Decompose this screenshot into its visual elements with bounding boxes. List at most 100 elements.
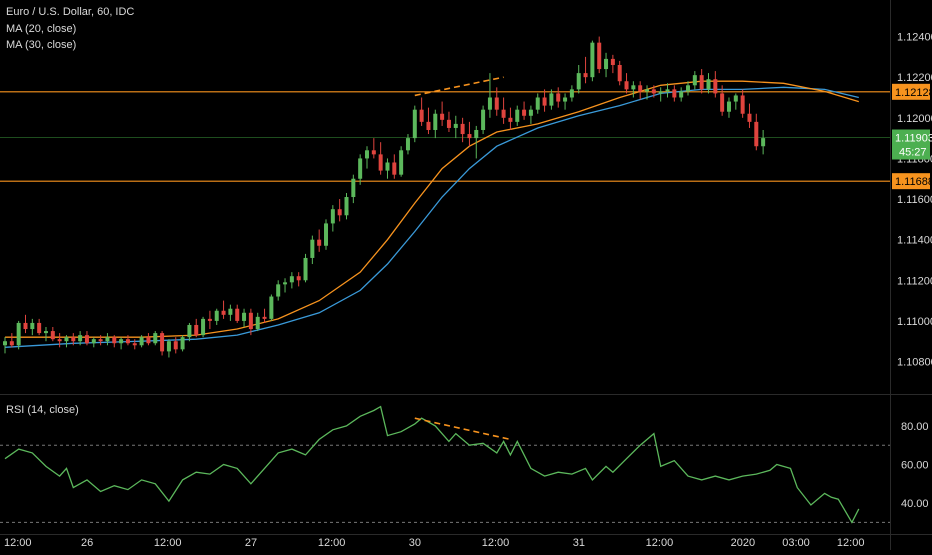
up-candle xyxy=(761,138,766,147)
time-tick-label: 12:00 xyxy=(4,537,32,549)
down-candle xyxy=(419,109,424,122)
rsi-label: RSI (14, close) xyxy=(6,404,79,416)
up-candle xyxy=(351,178,356,198)
up-candle xyxy=(289,276,294,283)
up-candle xyxy=(481,109,486,130)
down-candle xyxy=(651,89,656,94)
down-candle xyxy=(446,119,451,128)
down-candle xyxy=(699,75,704,90)
up-candle xyxy=(64,337,69,342)
down-candle xyxy=(740,95,745,114)
down-candle xyxy=(9,341,14,346)
price-tick-label: 1.11200 xyxy=(897,275,932,287)
down-candle xyxy=(207,318,212,321)
up-candle xyxy=(686,85,690,92)
up-candle xyxy=(733,95,738,102)
time-tick-label: 30 xyxy=(409,537,421,549)
up-candle xyxy=(474,129,479,139)
down-candle xyxy=(617,64,622,82)
down-candle xyxy=(194,324,199,336)
price-tick-label: 1.11000 xyxy=(897,316,932,328)
up-candle xyxy=(412,109,417,139)
down-candle xyxy=(112,337,117,344)
up-candle xyxy=(303,257,308,281)
down-candle xyxy=(467,134,472,139)
up-candle xyxy=(283,282,288,285)
time-tick-label: 12:00 xyxy=(154,537,182,549)
down-candle xyxy=(460,123,465,135)
down-candle xyxy=(132,343,137,346)
up-candle xyxy=(658,91,663,94)
down-candle xyxy=(57,339,62,342)
price-tick-label: 1.12000 xyxy=(897,113,932,125)
divergence-trendline xyxy=(414,417,511,441)
down-candle xyxy=(50,331,55,340)
down-candle xyxy=(248,312,253,330)
ma20-line xyxy=(5,80,859,338)
down-candle xyxy=(720,93,725,112)
down-candle xyxy=(672,89,677,98)
up-candle xyxy=(399,150,404,175)
price-tick-label: 1.12200 xyxy=(897,72,932,84)
up-candle xyxy=(78,335,83,342)
down-candle xyxy=(337,209,342,216)
up-candle xyxy=(30,322,35,330)
time-tick-label: 31 xyxy=(573,537,585,549)
up-candle xyxy=(358,158,363,179)
up-candle xyxy=(344,197,349,216)
rsi-tick-label: 40.00 xyxy=(901,498,929,510)
up-candle xyxy=(453,123,458,128)
rsi-line xyxy=(4,405,860,524)
divergence-trendline xyxy=(414,76,504,97)
down-candle xyxy=(125,339,130,344)
up-candle xyxy=(569,89,574,98)
up-candle xyxy=(679,91,684,98)
ma20-label: MA (20, close) xyxy=(6,23,77,35)
down-candle xyxy=(71,337,76,342)
down-candle xyxy=(37,322,42,334)
rsi-tick-label: 80.00 xyxy=(901,421,929,433)
down-candle xyxy=(638,85,643,92)
up-candle xyxy=(706,79,711,90)
up-candle xyxy=(563,97,568,102)
down-candle xyxy=(173,341,178,350)
down-candle xyxy=(378,154,383,171)
up-candle xyxy=(255,316,260,330)
up-candle xyxy=(645,89,650,92)
down-candle xyxy=(317,239,322,246)
last-price-badge xyxy=(892,129,930,160)
up-candle xyxy=(214,310,219,321)
price-tick-label: 1.12400 xyxy=(897,32,932,44)
down-candle xyxy=(146,337,151,344)
last-price-label: 1.11903 xyxy=(895,133,932,145)
up-candle xyxy=(576,73,581,90)
down-candle xyxy=(262,316,267,319)
time-tick-label: 03:00 xyxy=(782,537,810,549)
up-candle xyxy=(631,85,636,90)
down-candle xyxy=(494,97,499,110)
up-candle xyxy=(433,113,438,130)
price-tick-label: 1.10800 xyxy=(897,357,932,369)
up-candle xyxy=(187,324,192,338)
bar-countdown-label: 45:27 xyxy=(899,147,927,159)
time-tick-label: 26 xyxy=(81,537,93,549)
level-price-badge xyxy=(892,83,930,100)
ma30-label: MA (30, close) xyxy=(6,39,77,51)
up-candle xyxy=(590,42,595,78)
time-tick-label: 27 xyxy=(245,537,257,549)
time-tick-label: 12:00 xyxy=(318,537,346,549)
down-candle xyxy=(84,335,89,344)
down-candle xyxy=(235,308,240,321)
down-candle xyxy=(501,109,506,118)
down-candle xyxy=(597,42,602,70)
up-candle xyxy=(16,322,21,346)
ma20-legend: MA (20, close) xyxy=(6,23,76,35)
time-tick-label: 12:00 xyxy=(646,537,674,549)
rsi-tick-label: 60.00 xyxy=(901,460,929,472)
time-tick-label: 2020 xyxy=(731,537,755,549)
symbol-title: Euro / U.S. Dollar, 60, IDC xyxy=(6,6,135,18)
down-candle xyxy=(754,121,759,147)
